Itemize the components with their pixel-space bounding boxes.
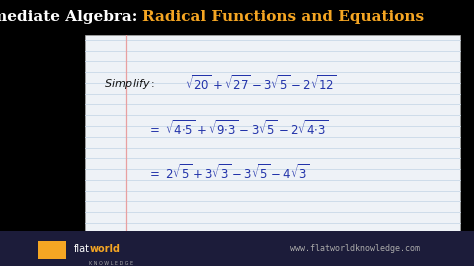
Text: $\mathit{Simplify}:$: $\mathit{Simplify}:$ xyxy=(104,77,155,91)
Text: $=\ 2\sqrt{5}+3\sqrt{3}-3\sqrt{5}-4\sqrt{3}$: $=\ 2\sqrt{5}+3\sqrt{3}-3\sqrt{5}-4\sqrt… xyxy=(147,163,310,182)
Text: Intermediate Algebra:: Intermediate Algebra: xyxy=(0,10,142,24)
Text: flat: flat xyxy=(74,244,90,254)
Text: K N O W L E D G E: K N O W L E D G E xyxy=(89,261,134,266)
Text: world: world xyxy=(90,244,121,254)
Text: $=\ \sqrt{4{\cdot}5}+\sqrt{9{\cdot}3}-3\sqrt{5}-2\sqrt{4{\cdot}3}$: $=\ \sqrt{4{\cdot}5}+\sqrt{9{\cdot}3}-3\… xyxy=(147,120,328,138)
Bar xyxy=(0,231,474,266)
Bar xyxy=(85,35,460,231)
Bar xyxy=(38,241,66,259)
Text: Radical Functions and Equations: Radical Functions and Equations xyxy=(142,10,424,24)
Bar xyxy=(0,0,474,35)
Text: www.flatworldknowledge.com: www.flatworldknowledge.com xyxy=(291,244,420,253)
Text: $\sqrt{20}+\sqrt{27}-3\sqrt{5}-2\sqrt{12}$: $\sqrt{20}+\sqrt{27}-3\sqrt{5}-2\sqrt{12… xyxy=(185,74,337,93)
